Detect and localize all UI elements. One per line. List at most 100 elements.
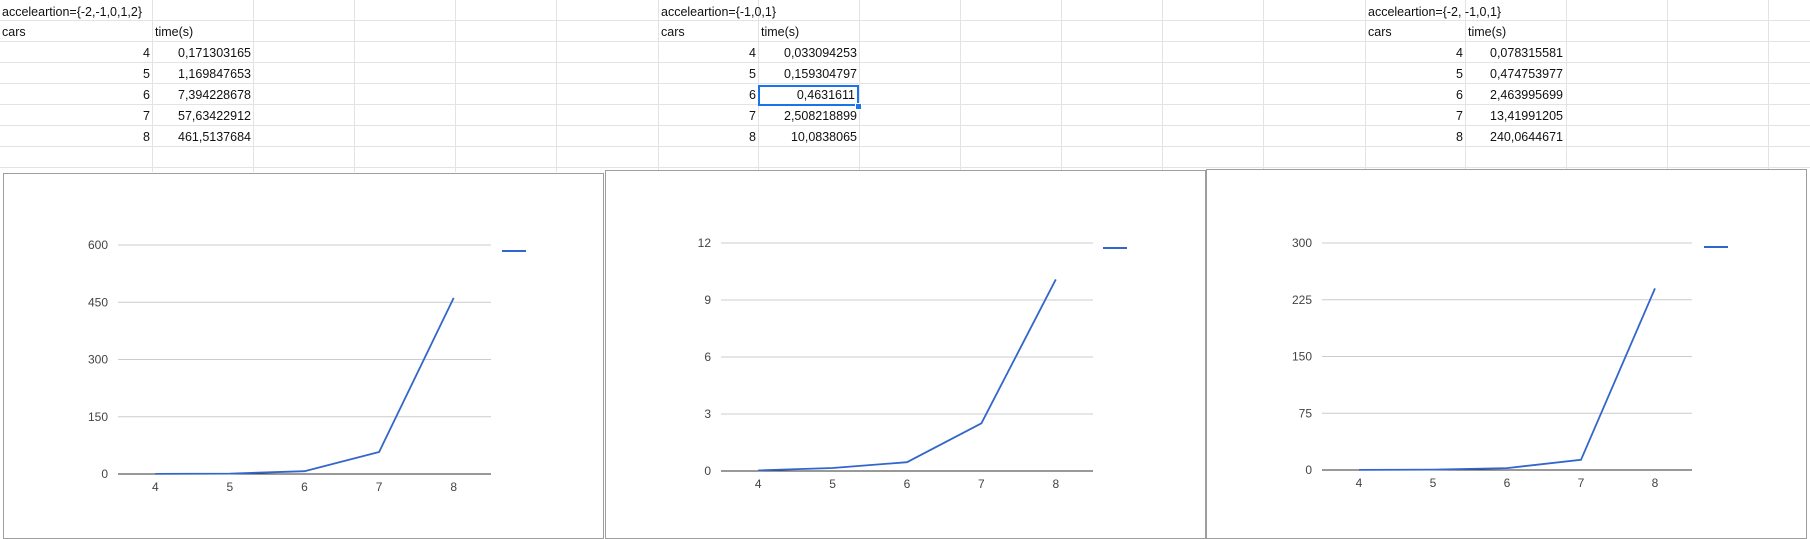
cell-cars[interactable]: 4 (1456, 46, 1463, 60)
line-chart-1[interactable]: 0 150 300 450 600 4 5 6 7 8 (3, 173, 604, 539)
cell-cars[interactable]: 8 (1456, 130, 1463, 144)
selected-cell-time[interactable]: 0,4631611 (758, 85, 859, 106)
cell-cars[interactable]: 6 (1456, 88, 1463, 102)
y-tick-label: 150 (1292, 350, 1312, 364)
y-tick-label: 6 (704, 350, 711, 364)
y-tick-label: 450 (88, 295, 108, 309)
x-tick-label: 5 (829, 477, 836, 491)
grid-row (0, 147, 1810, 168)
cell-cars[interactable]: 8 (143, 130, 150, 144)
cell-time[interactable]: 0,033094253 (784, 46, 857, 60)
x-tick-label: 6 (301, 480, 308, 494)
y-tick-label: 9 (704, 293, 711, 307)
table-title-cell[interactable]: acceleartion={-2,-1,0,1,2} (2, 5, 143, 19)
grid-column-line (152, 0, 153, 172)
cell-cars[interactable]: 7 (1456, 109, 1463, 123)
y-tick-label: 3 (704, 407, 711, 421)
cell-cars[interactable]: 4 (749, 46, 756, 60)
cell-time[interactable]: 461,5137684 (178, 130, 251, 144)
grid-row (0, 84, 1810, 105)
line-chart-2[interactable]: 0 3 6 9 12 4 5 6 7 8 (605, 170, 1206, 539)
cell-cars[interactable]: 5 (1456, 67, 1463, 81)
x-tick-label: 8 (450, 480, 457, 494)
x-tick-label: 5 (1430, 476, 1437, 490)
x-tick-label: 4 (152, 480, 159, 494)
column-header-cars[interactable]: cars (2, 25, 26, 39)
series-line[interactable] (758, 278, 1057, 472)
cell-time[interactable]: 240,0644671 (1490, 130, 1563, 144)
grid-column-line (1465, 0, 1466, 172)
grid-column-line (1566, 0, 1567, 172)
y-tick-label: 0 (101, 467, 108, 481)
y-tick-label: 300 (88, 353, 108, 367)
chart-svg-1: 0 150 300 450 600 4 5 6 7 8 (88, 238, 526, 494)
cell-cars[interactable]: 5 (143, 67, 150, 81)
y-tick-label: 12 (698, 236, 712, 250)
x-tick-label: 8 (1052, 477, 1059, 491)
x-tick-label: 4 (1356, 476, 1363, 490)
grid-column-line (960, 0, 961, 172)
cell-time[interactable]: 57,63422912 (178, 109, 251, 123)
cell-cars[interactable]: 4 (143, 46, 150, 60)
series-line[interactable] (155, 297, 455, 475)
x-tick-label: 7 (376, 480, 383, 494)
column-header-time[interactable]: time(s) (1468, 25, 1507, 39)
x-tick-label: 4 (755, 477, 762, 491)
grid-column-line (658, 0, 659, 172)
x-tick-label: 6 (1504, 476, 1511, 490)
cell-cars[interactable]: 7 (749, 109, 756, 123)
table-title-cell[interactable]: acceleartion={-1,0,1} (661, 5, 777, 19)
grid-column-line (1365, 0, 1366, 172)
grid-column-line (354, 0, 355, 172)
cell-time[interactable]: 10,0838065 (790, 130, 857, 144)
grid-row (0, 63, 1810, 84)
cell-time[interactable]: 2,463995699 (1490, 88, 1563, 102)
grid-column-line (556, 0, 557, 172)
fill-handle[interactable] (855, 103, 862, 110)
grid-row (0, 0, 1810, 21)
cell-time[interactable]: 0,171303165 (178, 46, 251, 60)
x-tick-label: 7 (1578, 476, 1585, 490)
grid-column-line (1667, 0, 1668, 172)
cell-time[interactable]: 1,169847653 (178, 67, 251, 81)
grid-row (0, 126, 1810, 147)
grid-column-line (1263, 0, 1264, 172)
cell-time[interactable]: 0,474753977 (1490, 67, 1563, 81)
line-chart-3[interactable]: 0 75 150 225 300 4 5 6 7 8 (1206, 169, 1807, 539)
table-title-cell[interactable]: acceleartion={-2, -1,0,1} (1368, 5, 1502, 19)
y-tick-label: 300 (1292, 236, 1312, 250)
cell-time[interactable]: 2,508218899 (784, 109, 857, 123)
cell-time[interactable]: 7,394228678 (178, 88, 251, 102)
x-tick-label: 8 (1652, 476, 1659, 490)
cell-cars[interactable]: 8 (749, 130, 756, 144)
grid-column-line (1162, 0, 1163, 172)
column-header-time[interactable]: time(s) (155, 25, 194, 39)
spreadsheet-grid (0, 0, 1810, 172)
y-tick-label: 600 (88, 238, 108, 252)
cell-cars[interactable]: 5 (749, 67, 756, 81)
cell-time[interactable]: 0,078315581 (1490, 46, 1563, 60)
x-tick-label: 5 (227, 480, 234, 494)
y-tick-label: 0 (704, 464, 711, 478)
grid-row (0, 21, 1810, 42)
x-tick-label: 6 (904, 477, 911, 491)
column-header-time[interactable]: time(s) (761, 25, 800, 39)
y-tick-label: 150 (88, 410, 108, 424)
column-header-cars[interactable]: cars (661, 25, 685, 39)
y-tick-label: 225 (1292, 293, 1312, 307)
grid-row (0, 42, 1810, 63)
grid-column-line (455, 0, 456, 172)
series-line[interactable] (1358, 288, 1656, 471)
cell-time[interactable]: 0,159304797 (784, 67, 857, 81)
cell-cars[interactable]: 6 (143, 88, 150, 102)
grid-column-line (1768, 0, 1769, 172)
y-tick-label: 0 (1305, 463, 1312, 477)
x-tick-label: 7 (978, 477, 985, 491)
y-tick-label: 75 (1299, 406, 1313, 420)
cell-time[interactable]: 13,41991205 (1490, 109, 1563, 123)
chart-svg-3: 0 75 150 225 300 4 5 6 7 8 (1292, 236, 1728, 490)
cell-cars[interactable]: 7 (143, 109, 150, 123)
grid-row (0, 105, 1810, 126)
cell-cars[interactable]: 6 (749, 88, 756, 102)
column-header-cars[interactable]: cars (1368, 25, 1392, 39)
